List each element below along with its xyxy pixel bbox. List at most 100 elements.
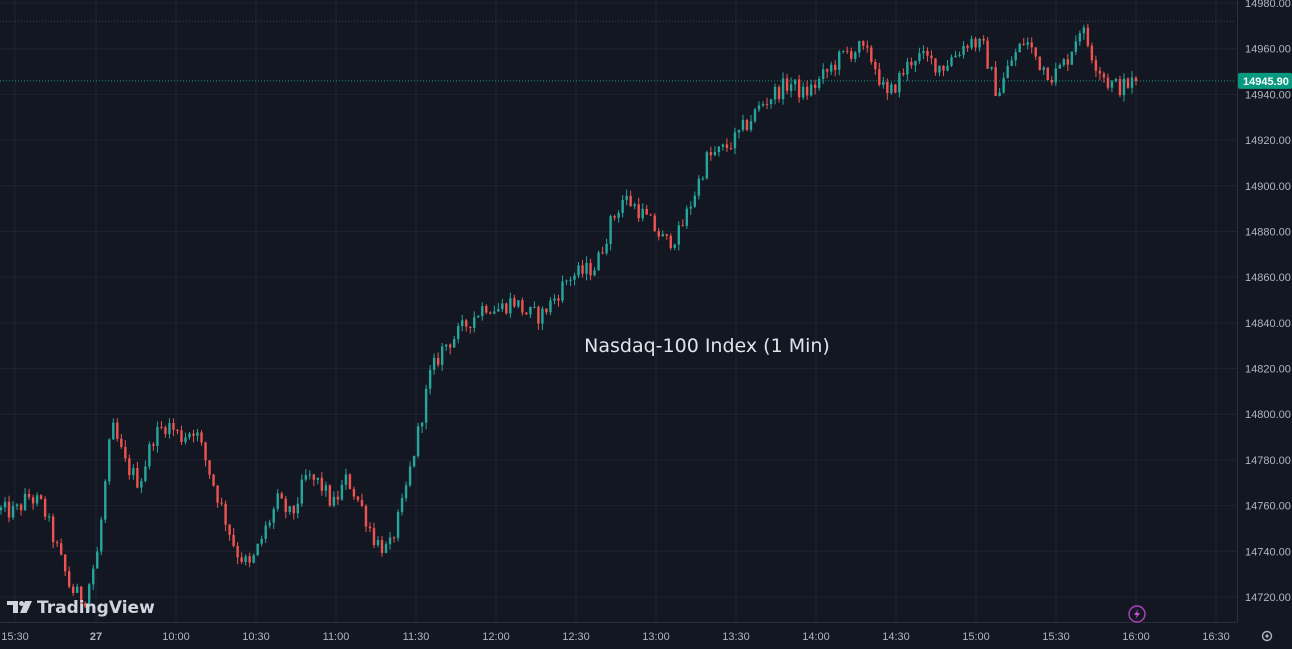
candle-body [112,422,115,440]
candle-body [384,544,388,553]
candle-body [288,506,291,512]
candle-body [661,234,664,237]
candle-body [67,571,71,587]
candle-body [284,498,287,512]
candle-body [922,50,925,54]
candle-body [637,204,640,219]
candle-body [292,506,295,514]
candle-body [1050,80,1053,83]
price-axis[interactable]: 14720.00 14740.00 14760.00 14780.00 14800.00… [1245,0,1291,604]
candle-body [332,496,336,506]
candle-body [649,214,652,216]
candle-body [1126,78,1130,88]
last-price-badge: 14945.90 [1238,72,1292,89]
candle-body [1106,77,1110,88]
candle-body [132,468,135,476]
candle-body [701,178,705,180]
candle-body [1082,27,1086,34]
candle-body [713,151,717,156]
lightning-icon[interactable] [1128,605,1146,623]
candle-body [116,422,119,439]
candle-body [805,86,809,96]
candle-body [7,501,11,518]
time-tick-label: 11:30 [403,631,430,643]
candle-body [336,496,340,500]
candle-body [1010,60,1013,66]
candle-body [485,306,488,313]
candle-body [312,474,316,480]
candle-body [930,55,933,59]
settings-gear-icon[interactable] [1261,630,1273,642]
candle-body [160,426,163,428]
time-tick-label: 15:30 [1042,631,1070,643]
candle-body [1134,77,1138,81]
candle-body [1054,68,1057,83]
candle-body [216,485,219,503]
candle-body [609,216,612,244]
candle-body [842,50,845,52]
candle-body [777,86,781,100]
candle-body [906,61,909,75]
candle-body [882,82,885,85]
time-axis[interactable]: 15:30 27 10:00 10:30 11:00 11:30 12:00 12:30 13:… [1,631,1230,643]
candle-body [92,568,95,585]
candle-body [55,542,59,544]
time-tick-label: 12:30 [562,631,590,643]
candle-body [721,144,725,147]
candle-body [184,437,187,442]
candle-body [144,466,147,482]
candle-body [697,178,701,196]
candle-body [753,109,757,122]
candle-body [300,479,303,504]
candle-body [541,308,544,324]
time-tick-label: 15:00 [962,631,990,643]
candle-body [493,311,496,314]
tradingview-logo[interactable]: TradingView [7,598,155,618]
candle-body [328,485,332,506]
candle-body [192,433,195,436]
candle-body [481,306,484,317]
candle-body [208,460,211,475]
candle-body [898,72,901,93]
candle-body [372,528,376,546]
candle-body [962,45,965,55]
last-price-label: 14945.90 [1243,76,1289,88]
candle-body [966,45,969,48]
candle-body [617,212,620,218]
candle-body [489,312,492,314]
candle-body [296,503,299,514]
candle-body [797,79,801,98]
candle-body [1026,42,1029,45]
candle-body [1074,41,1078,52]
candle-body [424,388,428,423]
candle-body [918,53,921,61]
candle-body [344,474,348,485]
candle-body [737,129,741,133]
candle-body [96,551,99,569]
candle-body [27,493,31,498]
candle-body [521,300,524,313]
candle-body [705,152,709,179]
candle-body [84,603,87,607]
candle-body [641,208,644,219]
candle-body [553,298,556,301]
candle-body [188,433,191,438]
candle-body [228,524,231,535]
time-tick-label: 15:30 [1,631,29,643]
candle-body [39,495,43,499]
time-tick-label: 16:30 [1202,631,1230,643]
candle-body [862,41,865,46]
candle-body [717,146,721,152]
candle-body [364,505,368,527]
candle-body [252,555,255,563]
price-tick-label: 14840.00 [1245,318,1291,330]
candle-body [645,208,648,215]
candle-body [601,252,604,254]
candle-body [741,119,745,130]
candle-body [1006,65,1009,78]
price-tick-label: 14760.00 [1245,501,1291,513]
candle-body [793,79,797,85]
candle-body [420,422,424,427]
candle-body [950,57,953,66]
